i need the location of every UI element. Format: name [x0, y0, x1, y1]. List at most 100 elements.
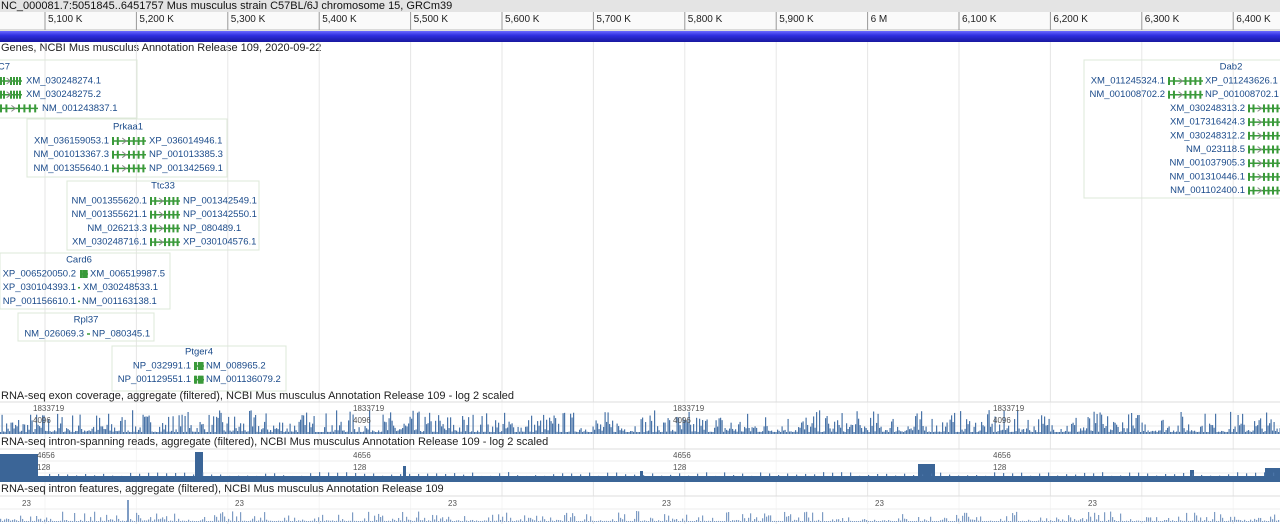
exon	[0, 77, 2, 85]
coverage-bar	[1040, 432, 1041, 434]
coverage-bar	[258, 426, 259, 434]
exon	[164, 197, 166, 205]
coverage-bar	[869, 432, 870, 434]
coverage-bar	[921, 411, 922, 434]
coverage-bar	[1224, 432, 1225, 434]
exon	[0, 104, 2, 112]
feature-bar	[1208, 521, 1209, 522]
transcript[interactable]: XM_030248275.2	[0, 89, 101, 100]
feature-bar	[120, 521, 121, 522]
feature-bar	[1040, 518, 1041, 522]
coverage-bar	[573, 413, 574, 434]
coverage-bar	[1149, 432, 1150, 434]
feature-bar	[1232, 520, 1233, 522]
coverage-bar	[732, 429, 733, 434]
transcript[interactable]: NM_001243837.1	[0, 103, 118, 114]
transcript-label: NM_023118.5	[1186, 144, 1245, 155]
transcript[interactable]: XM_017316424.3	[1170, 117, 1280, 128]
coverage-bar	[264, 422, 265, 434]
transcript-label: NM_001355620.1	[71, 196, 147, 207]
transcript[interactable]: NM_001102400.1	[1170, 185, 1280, 196]
feature-bar	[1096, 519, 1097, 522]
sequence-bar[interactable]	[0, 31, 1280, 42]
coverage-bar	[90, 431, 91, 434]
feature-bar	[168, 521, 169, 522]
feature-bar	[380, 517, 381, 522]
coverage-bar	[953, 422, 954, 434]
exon	[19, 77, 21, 85]
transcript[interactable]: XM_030248313.2	[1170, 103, 1280, 114]
transcript[interactable]: XM_030248312.2	[1170, 130, 1280, 141]
read-bar	[184, 473, 185, 476]
coverage-bar	[974, 427, 975, 434]
feature-bar	[1272, 519, 1273, 522]
transcript[interactable]: NM_001037905.3	[1169, 158, 1280, 169]
feature-bar	[1064, 521, 1065, 522]
coverage-bar	[117, 431, 118, 434]
transcript[interactable]: NM_001310446.1	[1169, 171, 1280, 182]
feature-bar	[908, 521, 909, 522]
coverage-bar	[825, 418, 826, 434]
track-title: RNA-seq intron-spanning reads, aggregate…	[1, 436, 548, 448]
coverage-bar	[905, 431, 906, 434]
coverage-bar	[329, 432, 330, 434]
ruler[interactable]	[0, 12, 1280, 30]
transcript[interactable]: NM_023118.5	[1186, 144, 1280, 155]
feature-bar	[580, 521, 581, 522]
feature-bar	[810, 521, 811, 522]
gene-name: Prkaa1	[113, 122, 143, 133]
feature-bar	[482, 521, 483, 522]
feature-bar	[1270, 517, 1271, 522]
coverage-bar	[1062, 432, 1063, 434]
feature-bar	[188, 520, 189, 522]
header-title: NC_000081.7:5051845..6451757 Mus musculu…	[1, 0, 452, 12]
exon	[86, 270, 88, 278]
feature-bar	[1150, 517, 1151, 522]
read-bar	[103, 474, 104, 476]
coverage-bar	[576, 432, 577, 434]
feature-bar	[1244, 520, 1245, 522]
exon	[164, 224, 166, 232]
read-bar	[1066, 474, 1067, 476]
coverage-bar	[1130, 432, 1131, 434]
gene-name: Ttc33	[151, 181, 175, 192]
feature-bar	[304, 521, 305, 522]
coverage-bar	[279, 422, 280, 434]
feature-bar	[620, 518, 621, 522]
coverage-bar	[885, 430, 886, 434]
coverage-bar	[908, 426, 909, 434]
feature-bar	[116, 515, 117, 522]
coverage-bar	[819, 410, 820, 434]
transcript[interactable]: XM_030248274.1	[0, 76, 101, 87]
coverage-bar	[1092, 431, 1093, 434]
coverage-bar	[846, 423, 847, 434]
feature-bar	[1110, 512, 1111, 522]
read-bar	[454, 473, 455, 476]
coverage-bar	[1074, 425, 1075, 434]
coverage-bar	[984, 426, 985, 434]
coverage-bar	[131, 432, 132, 434]
coverage-bar	[935, 432, 936, 434]
read-bar	[823, 472, 824, 476]
coverage-bar	[21, 431, 22, 434]
feature-bar	[742, 514, 743, 522]
feature-bar	[1104, 512, 1105, 522]
coverage-bar	[461, 432, 462, 434]
feature-bar	[266, 520, 267, 522]
coverage-bar	[209, 415, 210, 434]
